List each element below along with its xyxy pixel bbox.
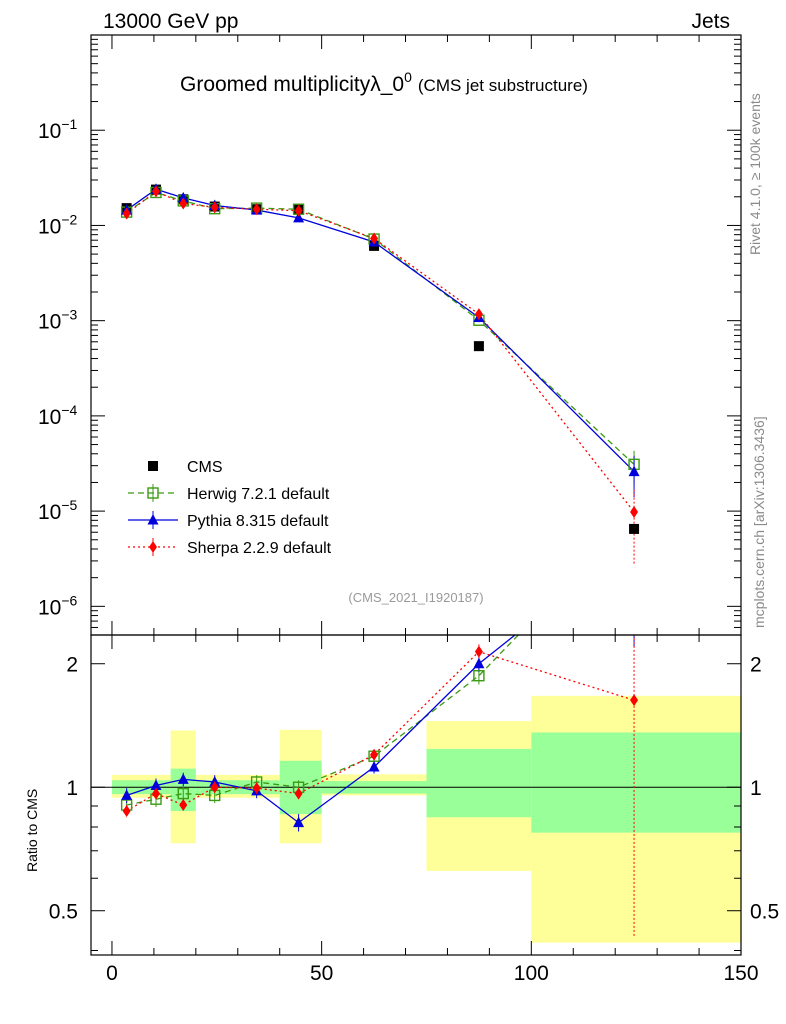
marker-ratio-sherpa-8 (630, 694, 639, 707)
ytick-label-ratio-left-1: 1 (66, 777, 78, 800)
ytick-label-top-3: 10−4 (38, 402, 78, 429)
marker-top-cms-7 (473, 341, 484, 352)
band-green-5 (426, 748, 532, 818)
legend-label-sherpa: Sherpa 2.2.9 default (187, 540, 332, 557)
legend-label-pythia: Pythia 8.315 default (187, 513, 329, 530)
marker-ratio-sherpa-5 (294, 787, 303, 800)
marker-ratio-sherpa-4 (252, 782, 261, 795)
marker-top-sherpa-6 (370, 232, 379, 245)
rivet-label: Rivet 4.1.0, ≥ 100k events (747, 93, 763, 255)
marker-ratio-pythia-0 (121, 789, 133, 800)
marker-top-sherpa-3 (210, 201, 219, 214)
ytick-label-top-exp-2: −3 (61, 307, 77, 323)
header-right: Jets (691, 10, 730, 33)
chart-title: Groomed multiplicityλ_00 (CMS jet substru… (180, 69, 588, 96)
xtick-label-1: 50 (310, 962, 333, 985)
ratio-ylabel: Ratio to CMS (24, 789, 40, 872)
legend-marker-pythia (147, 514, 159, 525)
ytick-label-top-2: 10−3 (38, 307, 78, 334)
ytick-label-top-exp-0: −1 (61, 116, 77, 132)
marker-ratio-sherpa-7 (474, 645, 483, 658)
marker-ratio-pythia-7 (473, 657, 485, 669)
marker-top-pythia-2 (177, 191, 189, 203)
ytick-label-top-base-5: 10 (38, 596, 61, 619)
marker-top-pythia-8 (628, 465, 640, 477)
ytick-label-top-base-3: 10 (38, 406, 61, 429)
ytick-label-top-base-2: 10 (38, 311, 61, 334)
xtick-label-3: 150 (723, 962, 758, 985)
ytick-label-top-4: 10−5 (38, 497, 78, 524)
marker-ratio-pythia-1 (150, 779, 162, 790)
marker-top-sherpa-1 (152, 185, 160, 198)
ytick-label-top-1: 10−2 (38, 211, 78, 238)
line-top-herwig (126, 191, 635, 465)
ytick-label-top-exp-3: −4 (61, 402, 77, 418)
ytick-label-top-exp-5: −6 (61, 592, 77, 608)
legend: CMS Herwig 7.2.1 default Pythia 8.315 defa… (128, 459, 332, 557)
ytick-label-ratio-right-2: 2 (750, 654, 762, 677)
chart-subtitle: (CMS jet substructure) (418, 76, 588, 95)
marker-ratio-herwig-7 (473, 670, 485, 682)
marker-top-sherpa-5 (294, 204, 303, 217)
marker-ratio-pythia-3 (209, 775, 221, 787)
bottom-panel-frame (90, 634, 742, 956)
marker-top-sherpa-7 (474, 308, 483, 321)
ytick-label-ratio-left-0: 0.5 (49, 901, 78, 924)
chart-title-superscript: 0 (404, 69, 412, 85)
marker-ratio-herwig-2 (177, 787, 189, 800)
ytick-label-top-exp-1: −2 (61, 211, 77, 227)
marker-top-sherpa-4 (252, 203, 261, 216)
marker-top-cms-8 (629, 523, 640, 534)
data-markers (120, 183, 640, 828)
legend-label-cms: CMS (187, 459, 223, 476)
header-left: 13000 GeV pp (103, 10, 238, 33)
legend-marker-cms (148, 461, 158, 471)
band-green-6 (531, 732, 741, 833)
ytick-label-top-base-0: 10 (38, 120, 61, 143)
ytick-label-ratio-left-2: 2 (66, 654, 78, 677)
ytick-label-top-5: 10−6 (38, 592, 78, 619)
marker-ratio-pythia-6 (368, 761, 380, 772)
legend-marker-sherpa (149, 541, 157, 553)
chart-text: 13000 GeV pp Jets Groomed multiplicityλ_… (24, 10, 767, 872)
ytick-label-top-base-1: 10 (38, 215, 61, 238)
xtick-label-2: 100 (514, 962, 549, 985)
marker-top-pythia-5 (293, 211, 305, 223)
uncertainty-bands (91, 695, 741, 943)
marker-ratio-sherpa-0 (122, 805, 131, 818)
ytick-label-ratio-right-1: 1 (750, 777, 762, 800)
chart-title-main: Groomed multiplicityλ_0 (180, 73, 404, 96)
xtick-label-0: 0 (106, 962, 118, 985)
legend-marker-herwig (147, 487, 159, 499)
ytick-label-ratio-right-0: 0.5 (750, 901, 779, 924)
mcplots-label: mcplots.cern.ch [arXiv:1306.3436] (751, 416, 767, 628)
analysis-tag: (CMS_2021_I1920187) (348, 590, 483, 605)
marker-ratio-sherpa-3 (210, 781, 219, 794)
ytick-label-top-exp-4: −5 (61, 497, 77, 513)
marker-top-sherpa-2 (179, 197, 188, 210)
marker-ratio-pythia-5 (293, 816, 305, 828)
ytick-label-top-0: 10−1 (38, 116, 78, 143)
legend-label-herwig: Herwig 7.2.1 default (187, 486, 330, 503)
marker-ratio-sherpa-2 (179, 799, 188, 812)
marker-ratio-sherpa-6 (370, 748, 379, 761)
marker-ratio-pythia-2 (177, 773, 189, 784)
marker-top-sherpa-0 (122, 207, 131, 220)
marker-ratio-sherpa-1 (152, 787, 160, 800)
ytick-label-top-base-4: 10 (38, 501, 61, 524)
line-top-pythia (126, 188, 635, 473)
marker-top-sherpa-8 (630, 505, 639, 518)
